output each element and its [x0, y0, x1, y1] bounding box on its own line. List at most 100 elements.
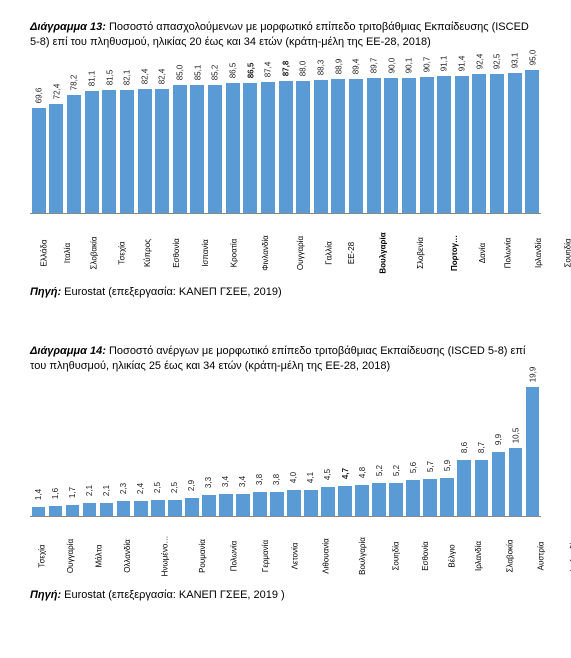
bar-value: 2,3 — [119, 483, 128, 494]
bar-wrap: 8,6 — [456, 460, 473, 516]
bar — [440, 478, 454, 516]
bar-wrap: 2,9 — [183, 498, 200, 517]
bar-wrap: 2,1 — [98, 503, 115, 517]
bar-wrap: 2,5 — [166, 500, 183, 516]
bar-value: 2,4 — [136, 483, 145, 494]
bar — [155, 89, 169, 213]
bar-wrap: 85,0 — [171, 85, 189, 213]
bar-value: 88,3 — [316, 60, 325, 76]
bar-wrap: 2,1 — [81, 503, 98, 517]
bar-value: 69,6 — [34, 88, 43, 104]
bar — [219, 494, 233, 516]
bar-wrap: 81,5 — [101, 90, 119, 212]
bar — [151, 500, 165, 516]
bar-wrap: 88,0 — [294, 81, 312, 213]
bar-value: 91,1 — [440, 56, 449, 72]
bar-wrap: 88,3 — [312, 80, 330, 212]
bar-value: 2,9 — [187, 479, 196, 490]
bar — [475, 460, 489, 517]
bar-value: 2,5 — [153, 482, 162, 493]
bar — [420, 77, 434, 213]
bar-wrap: 19,9 — [524, 387, 541, 516]
bar-wrap: 82,4 — [153, 89, 171, 213]
bar-wrap: 3,8 — [268, 492, 285, 517]
bar-wrap: 90,0 — [383, 78, 401, 213]
bar-wrap: 4,5 — [320, 487, 337, 516]
bar-value: 4,5 — [324, 469, 333, 480]
bar — [304, 490, 318, 517]
bar-wrap: 1,6 — [47, 506, 64, 516]
bar-wrap: 8,7 — [473, 460, 490, 517]
chart1-source-bold: Πηγή: — [30, 286, 61, 298]
bar-value: 19,9 — [528, 367, 537, 383]
bar — [173, 85, 187, 213]
bar-wrap: 91,1 — [435, 76, 453, 213]
bar-value: 82,1 — [122, 69, 131, 85]
bar-wrap: 9,9 — [490, 452, 507, 516]
bar-value: 81,5 — [105, 70, 114, 86]
bar-value: 90,1 — [404, 57, 413, 73]
bar-wrap: 81,1 — [83, 91, 101, 213]
bar-value: 5,7 — [426, 461, 435, 472]
bar-value: 8,7 — [477, 442, 486, 453]
bar — [208, 85, 222, 213]
bar — [138, 89, 152, 213]
bar-wrap: 82,4 — [136, 89, 154, 213]
bar-wrap: 87,8 — [277, 81, 295, 213]
bar — [490, 74, 504, 213]
bar-value: 2,1 — [85, 485, 94, 496]
bar — [49, 506, 63, 516]
bar-wrap: 89,4 — [347, 79, 365, 213]
bar — [406, 480, 420, 516]
bar — [437, 76, 451, 213]
bar — [372, 483, 386, 517]
bar — [190, 85, 204, 213]
bar-wrap: 3,4 — [234, 494, 251, 516]
bar-wrap: 87,4 — [259, 82, 277, 213]
chart2-section: Διάγραμμα 14: Ποσοστό ανέργων με μορφωτι… — [30, 344, 541, 602]
bar — [526, 387, 540, 516]
chart1-title-bold: Διάγραμμα 13: — [30, 21, 106, 33]
bar-wrap: 2,3 — [115, 501, 132, 516]
bar-wrap: 72,4 — [48, 104, 66, 213]
bar — [202, 495, 216, 516]
bar — [270, 492, 284, 517]
chart1-title: Διάγραμμα 13: Ποσοστό απασχολούμενων με … — [30, 20, 541, 50]
bar — [355, 485, 369, 516]
bar — [367, 78, 381, 213]
bar-wrap: 92,5 — [488, 74, 506, 213]
chart1-labels: ΕλλάδαΙταλίαΣλοβακίαΤσεχίαΚύπροςΕσθονίαΙ… — [30, 216, 541, 278]
bar — [100, 503, 114, 517]
bar — [384, 78, 398, 213]
chart2-bars: 1,41,61,72,12,12,32,42,52,52,93,33,43,43… — [30, 387, 541, 517]
bar-value: 86,5 — [228, 63, 237, 79]
bar-wrap: 5,7 — [422, 479, 439, 516]
bar-value: 82,4 — [158, 69, 167, 85]
bar-wrap: 69,6 — [30, 108, 48, 212]
bar-value: 88,0 — [299, 60, 308, 76]
bar-value: 2,5 — [170, 482, 179, 493]
bar-value: 82,4 — [140, 69, 149, 85]
bar-value: 1,4 — [34, 489, 43, 500]
bar-wrap: 86,5 — [242, 83, 260, 213]
bar-wrap: 3,4 — [217, 494, 234, 516]
bar — [66, 505, 80, 516]
bar — [287, 490, 301, 516]
bar-wrap: 1,4 — [30, 507, 47, 516]
bar-wrap: 4,8 — [354, 485, 371, 516]
bar — [120, 90, 134, 213]
bar-value: 8,6 — [460, 442, 469, 453]
bar-value: 3,8 — [272, 474, 281, 485]
bar — [492, 452, 506, 516]
bar — [296, 81, 310, 213]
bar — [102, 90, 116, 212]
bar-label: Φινλανδία — [547, 539, 571, 575]
bar-wrap: 5,9 — [439, 478, 456, 516]
bar-wrap: 5,6 — [405, 480, 422, 516]
bar-wrap: 85,2 — [206, 85, 224, 213]
bar-wrap: 2,5 — [149, 500, 166, 516]
bar — [67, 95, 81, 212]
chart2-source: Πηγή: Eurostat (επεξεργασία: ΚΑΝΕΠ ΓΣΕΕ,… — [30, 589, 541, 601]
chart1-source-rest: Eurostat (επεξεργασία: ΚΑΝΕΠ ΓΣΕΕ, 2019) — [61, 286, 282, 298]
bar-value: 88,9 — [334, 59, 343, 75]
